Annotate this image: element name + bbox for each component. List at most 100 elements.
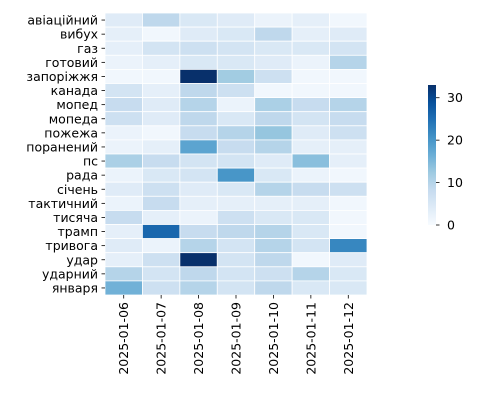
colorbar-tick-label: 20 <box>447 133 463 148</box>
heatmap-cell <box>254 125 293 141</box>
heatmap-cell <box>329 26 368 42</box>
y-tick-label: трамп <box>58 224 98 239</box>
colorbar-tick-label: 10 <box>447 175 463 190</box>
heatmap-cell <box>179 266 218 282</box>
heatmap-cell <box>291 54 330 70</box>
heatmap-cell <box>104 54 143 70</box>
heatmap-cell <box>142 181 181 197</box>
heatmap-cell <box>329 224 368 240</box>
heatmap-cell <box>216 83 256 99</box>
heatmap-cell <box>291 209 330 225</box>
heatmap-cell <box>216 209 256 225</box>
heatmap-cell <box>216 69 256 84</box>
heatmap-cell <box>179 97 218 113</box>
heatmap-cell <box>254 167 293 183</box>
y-tick-label: запоріжжя <box>26 69 98 84</box>
heatmap-cell <box>254 83 293 99</box>
heatmap-cell <box>179 181 218 197</box>
heatmap-cell <box>142 167 181 183</box>
heatmap-cell <box>179 280 218 296</box>
x-tick-label: 2025-01-09 <box>229 302 244 375</box>
heatmap-cell <box>329 153 368 169</box>
heatmap-cell <box>179 111 218 127</box>
heatmap-cell <box>216 181 256 197</box>
heatmap-cell <box>291 181 330 197</box>
heatmap-cell <box>329 111 368 127</box>
heatmap-cell <box>329 280 368 296</box>
heatmap-cell <box>291 139 330 155</box>
heatmap-cell <box>216 266 256 282</box>
heatmap-cell <box>254 111 293 127</box>
heatmap-cell <box>216 195 256 211</box>
heatmap-cell <box>179 224 218 240</box>
y-tick-label: ударний <box>42 266 98 281</box>
heatmap-cell <box>104 209 143 225</box>
heatmap-cell <box>254 181 293 197</box>
heatmap-cell <box>104 69 143 84</box>
heatmap-cell <box>254 97 293 113</box>
heatmap-cell <box>179 238 218 254</box>
heatmap-cell <box>142 224 181 240</box>
y-tick-label: января <box>52 280 98 295</box>
heatmap-cell <box>142 266 181 282</box>
heatmap-cell <box>216 280 256 296</box>
heatmap-cell <box>291 111 330 127</box>
heatmap-cell <box>216 153 256 169</box>
y-tick-label: поранений <box>26 139 98 154</box>
heatmap-cell <box>142 40 181 56</box>
heatmap-cell <box>291 252 330 268</box>
heatmap-cell <box>254 238 293 254</box>
heatmap-cell <box>142 83 181 99</box>
heatmap-cell <box>291 12 330 28</box>
heatmap-cell <box>291 195 330 211</box>
heatmap-cell <box>254 40 293 56</box>
heatmap-cell <box>142 209 181 225</box>
heatmap-cell <box>179 153 218 169</box>
heatmap-cell <box>254 139 293 155</box>
y-tick-label: мопеда <box>49 111 98 126</box>
heatmap-cell <box>291 238 330 254</box>
y-tick-label: тисяча <box>53 210 98 225</box>
heatmap-cell <box>104 195 143 211</box>
heatmap-cell <box>104 266 143 282</box>
heatmap-cell <box>291 266 330 282</box>
heatmap-cell <box>142 195 181 211</box>
heatmap-cell <box>179 252 218 268</box>
heatmap-cell <box>329 252 368 268</box>
heatmap-cell <box>254 69 293 84</box>
y-tick-label: газ <box>77 41 98 56</box>
heatmap-cell <box>142 280 181 296</box>
heatmap-cell <box>291 69 330 84</box>
heatmap-cell <box>216 238 256 254</box>
heatmap-cell <box>254 266 293 282</box>
heatmap-cell <box>329 69 368 84</box>
heatmap-cell <box>104 167 143 183</box>
heatmap-cell <box>142 54 181 70</box>
heatmap-cell <box>254 54 293 70</box>
x-tick-label: 2025-01-07 <box>154 302 169 375</box>
heatmap-cell <box>216 111 256 127</box>
heatmap-cell <box>291 125 330 141</box>
heatmap-cell <box>216 125 256 141</box>
heatmap-cell <box>179 40 218 56</box>
heatmap-cell <box>329 125 368 141</box>
heatmap-cell <box>216 12 256 28</box>
heatmap-cell <box>291 26 330 42</box>
heatmap-cell <box>291 83 330 99</box>
heatmap-cell <box>104 97 143 113</box>
heatmap-cell <box>291 224 330 240</box>
heatmap-cell <box>179 26 218 42</box>
heatmap-cell <box>179 69 218 84</box>
heatmap-cell <box>329 167 368 183</box>
colorbar <box>428 85 436 225</box>
heatmap-cell <box>291 167 330 183</box>
heatmap-cell <box>329 97 368 113</box>
heatmap-cell <box>142 97 181 113</box>
x-tick-label: 2025-01-11 <box>303 302 318 375</box>
heatmap-cell <box>254 195 293 211</box>
heatmap-cell <box>142 252 181 268</box>
heatmap-cell <box>254 280 293 296</box>
y-tick-label: січень <box>57 182 98 197</box>
y-tick-label: тактичний <box>28 196 98 211</box>
y-tick-label: пс <box>83 154 98 169</box>
